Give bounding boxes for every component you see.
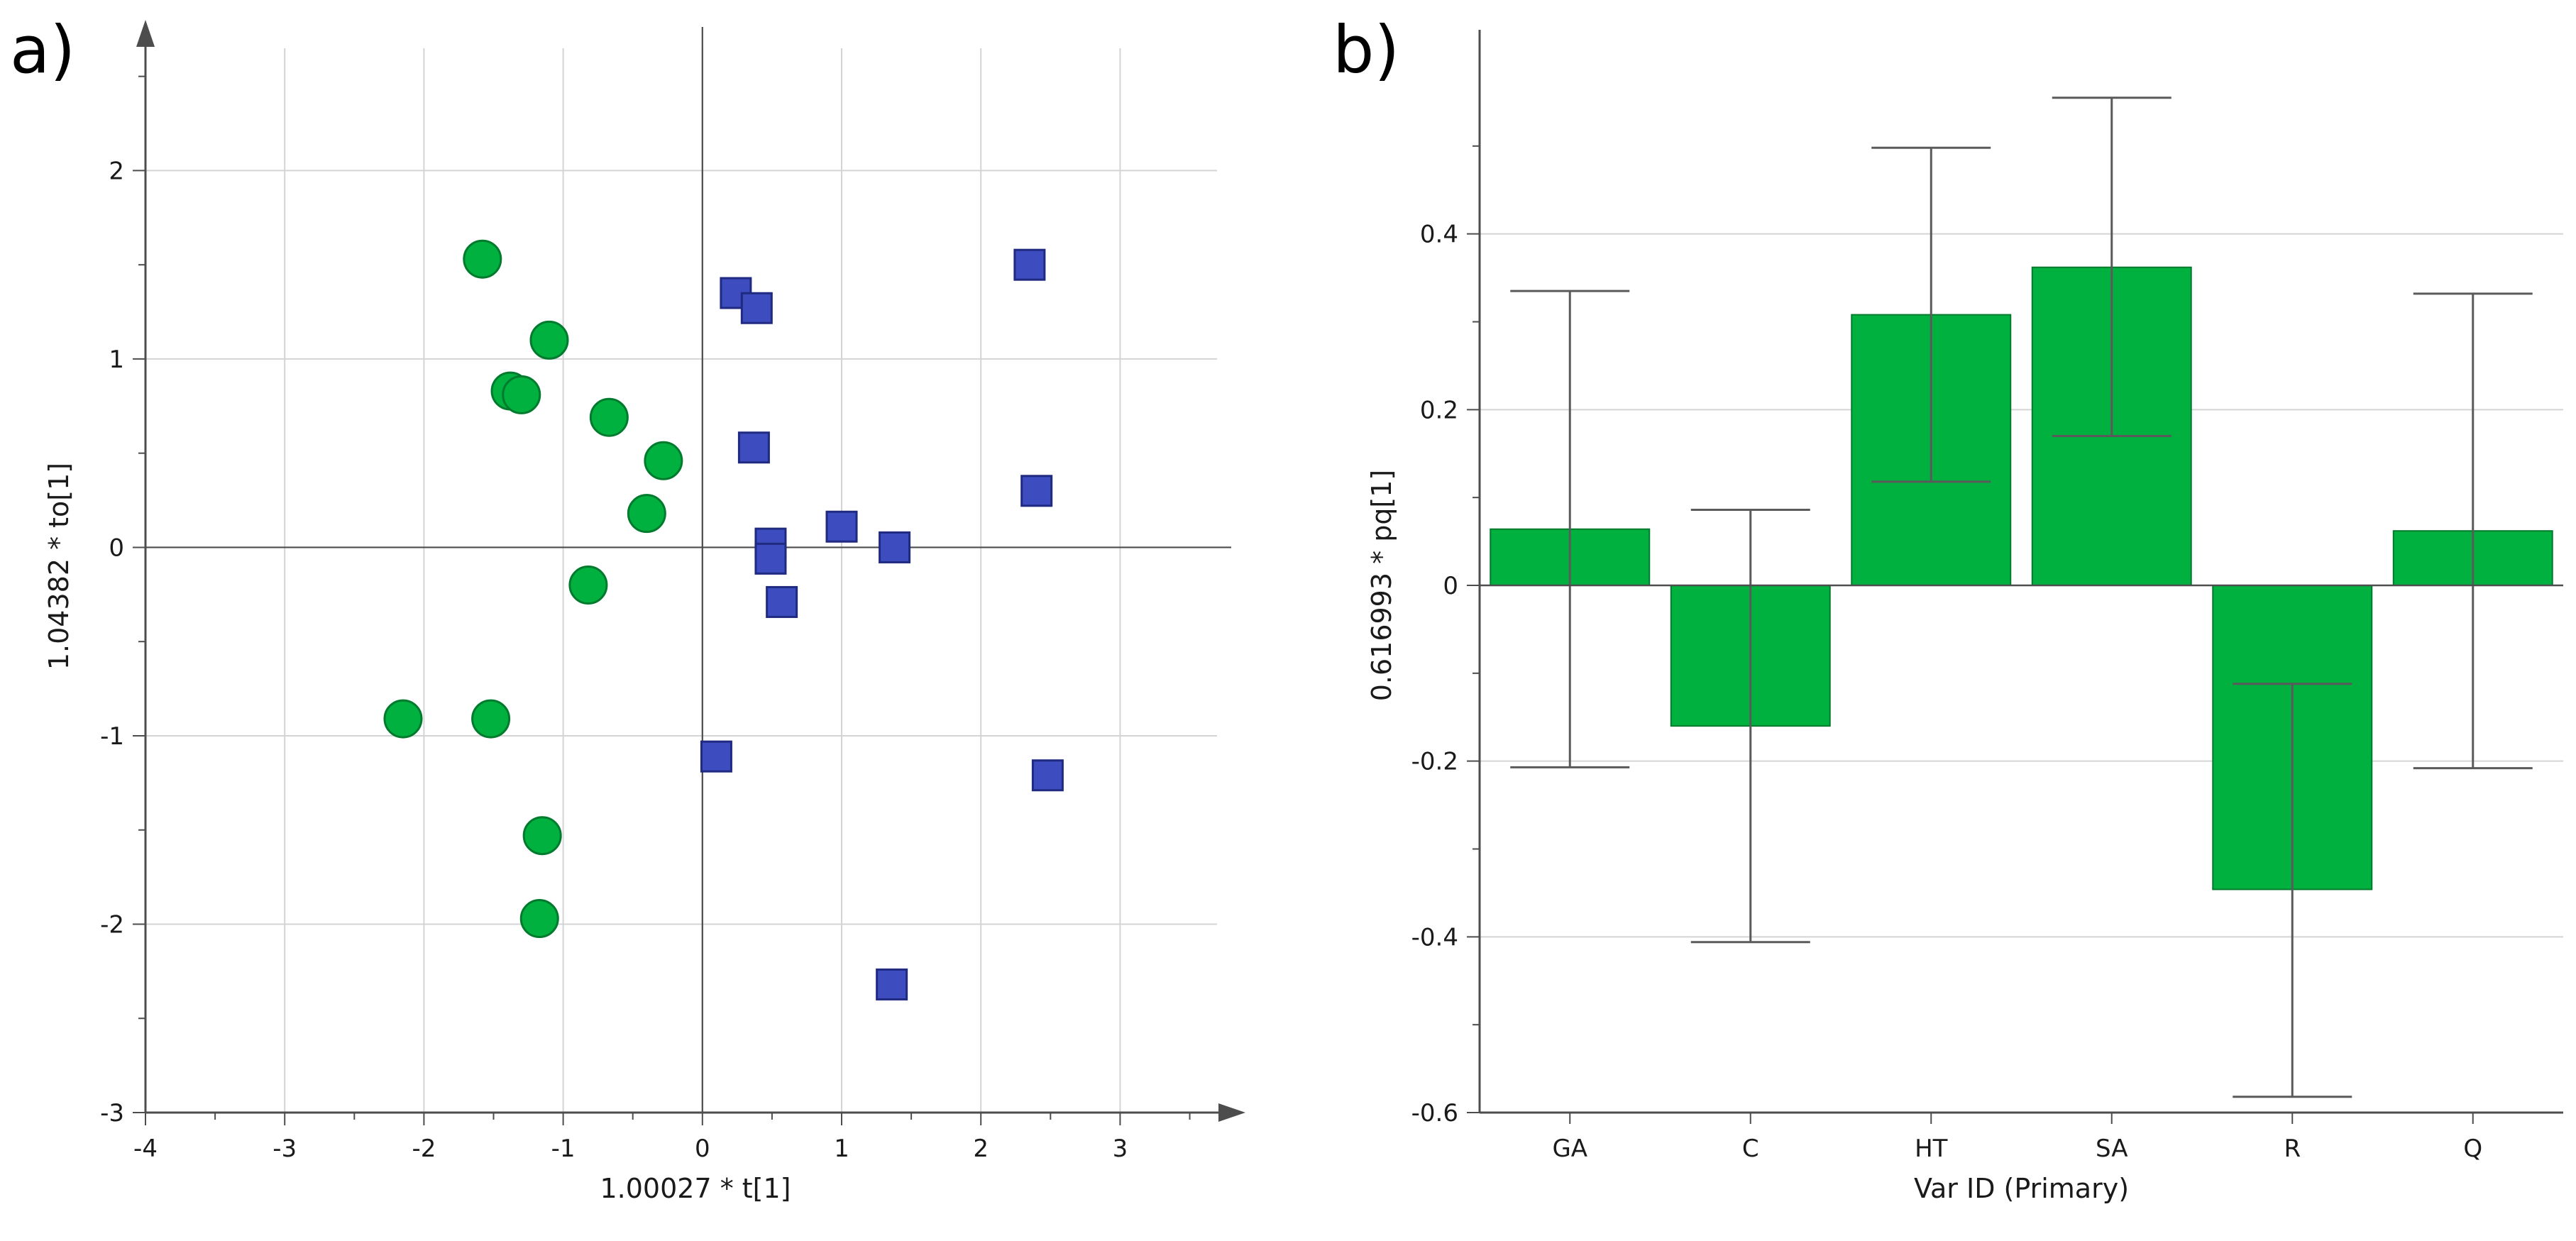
bar-x-axis-title: Var ID (Primary) [1914,1173,2129,1204]
y-tick-label: -1 [100,722,124,751]
y-tick-label: -0.2 [1411,748,1458,776]
scatter-panel-a: a) 1.00027 * t[1] 1.04382 * to[1] -4 -3 -2… [10,12,1245,1204]
y-tick-label: 0.2 [1420,396,1458,424]
x-tick-label: -4 [133,1135,158,1163]
scatter-point-square [700,740,732,773]
y-tick-label: 1 [109,346,124,374]
scatter-point-circle [644,441,683,480]
scatter-point-circle [529,320,569,360]
scatter-point-circle [522,816,562,856]
scatter-x-axis-title: 1.00027 * t[1] [600,1173,791,1204]
x-tick-label: -2 [412,1135,436,1163]
y-tick-label: -0.6 [1411,1099,1458,1127]
scatter-point-circle [383,699,423,739]
scatter-point-square [1020,475,1053,507]
x-tick-label: 2 [973,1135,989,1163]
y-tick-label: 0 [109,534,124,562]
category-label: GA [1552,1135,1587,1163]
y-tick-label: -3 [100,1099,124,1127]
scatter-point-square [876,968,908,1000]
x-axis-arrowhead [1218,1103,1245,1122]
scatter-point-square [740,292,773,324]
y-tick-label: 2 [109,157,124,185]
scatter-point-square [879,531,911,563]
x-tick-label: 0 [695,1135,710,1163]
scatter-point-square [737,431,770,464]
category-label: R [2284,1135,2301,1163]
category-label: Q [2463,1135,2482,1163]
x-tick-label: -3 [273,1135,297,1163]
y-tick-label: 0 [1443,572,1458,600]
x-tick-label: -1 [551,1135,576,1163]
scatter-point-circle [568,566,608,605]
y-tick-label: -0.4 [1411,923,1458,952]
scatter-point-circle [627,494,666,534]
y-tick-label: -2 [100,910,124,939]
scatter-point-circle [502,375,541,414]
panel-a-label: a) [10,12,75,88]
x-tick-label: 1 [834,1135,849,1163]
scatter-point-circle [471,699,511,739]
scatter-point-square [1031,759,1064,792]
scatter-point-circle [463,239,502,279]
category-label: C [1742,1135,1759,1163]
scatter-point-square [754,542,787,575]
scatter-y-axis-title: 1.04382 * to[1] [43,463,75,670]
bar-panel-b: b) Var ID (Primary) 0.616993 * pq[1] GA C… [1333,12,2563,1204]
y-axis-arrowhead [136,20,155,47]
bar-y-axis-title: 0.616993 * pq[1] [1366,470,1397,702]
scatter-point-square [825,510,858,543]
scatter-point-square [1013,248,1046,281]
scatter-point-circle [519,899,559,939]
category-label: SA [2096,1135,2128,1163]
x-tick-label: 3 [1113,1135,1128,1163]
y-tick-label: 0.4 [1420,221,1458,249]
scatter-point-square [766,585,798,618]
panel-b-label: b) [1333,12,1399,88]
category-label: HT [1915,1135,1948,1163]
scatter-point-circle [589,397,629,437]
